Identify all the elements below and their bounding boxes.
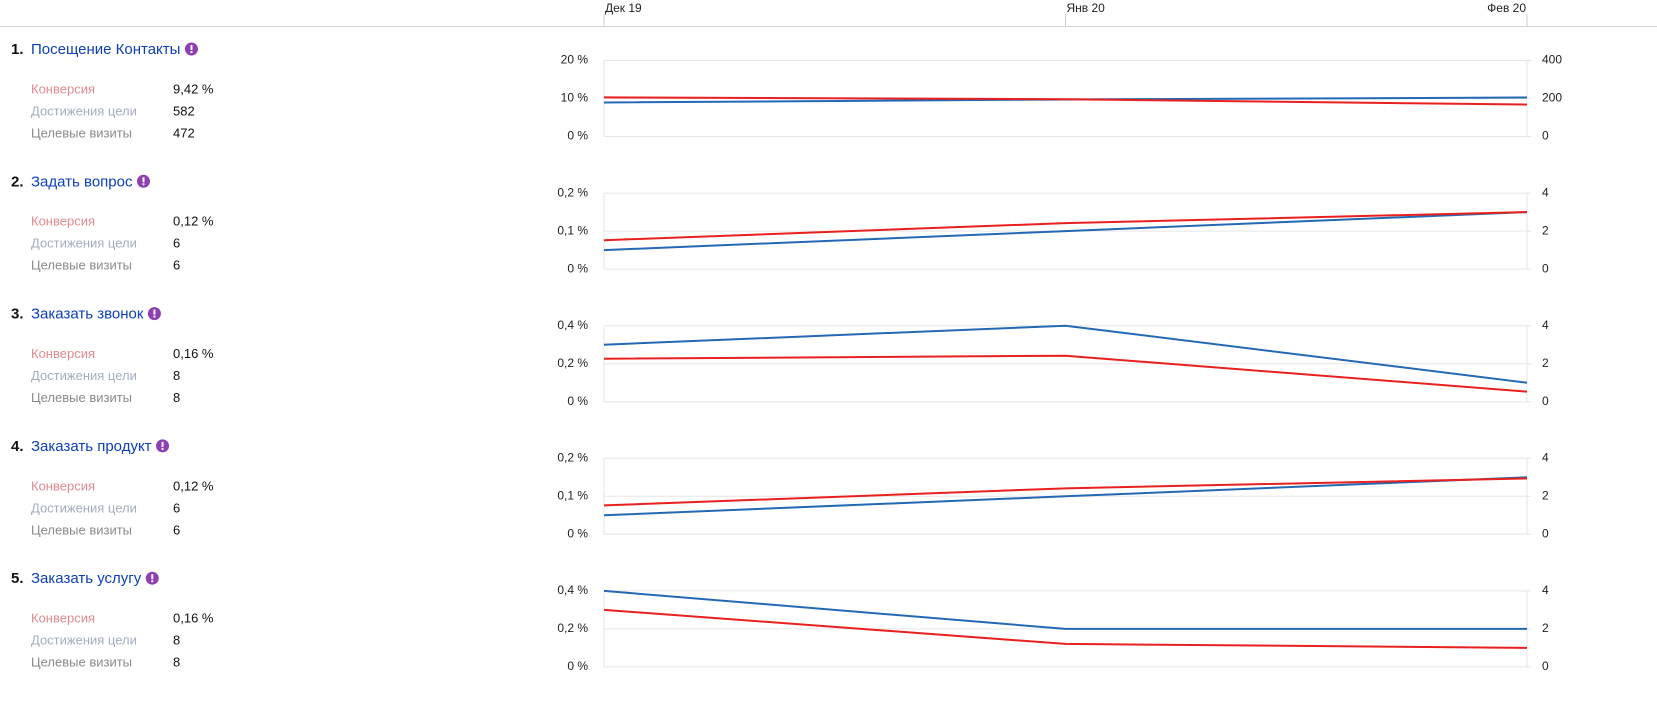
- goal-title[interactable]: Заказать звонок: [31, 306, 144, 323]
- y-tick-label: 0 %: [567, 394, 588, 408]
- metric-value: 9,42 %: [173, 81, 214, 96]
- goal-title[interactable]: Заказать продукт: [31, 438, 152, 455]
- y-tick-label: 0,1 %: [557, 223, 588, 237]
- series-line: [603, 608, 1528, 649]
- metric-label: Конверсия: [31, 346, 95, 361]
- x-tick-label: Дек 19: [605, 1, 642, 15]
- y2-tick-label: 2: [1542, 621, 1549, 635]
- y-tick-label: 0,4 %: [557, 583, 588, 597]
- goal-type-icon-mark: [190, 45, 193, 50]
- goal-number: 5.: [11, 570, 24, 587]
- y2-tick-label: 0: [1542, 261, 1549, 275]
- y2-tick-label: 4: [1542, 318, 1549, 332]
- series-line: [603, 324, 1528, 384]
- series-line: [603, 589, 1527, 630]
- goal-number: 2.: [11, 173, 24, 190]
- y2-tick-label: 4: [1542, 450, 1549, 464]
- y2-tick-label: 4: [1542, 583, 1549, 597]
- metric-value: 6: [173, 258, 180, 273]
- metric-value: 8: [173, 633, 180, 648]
- y2-tick-label: 2: [1542, 356, 1549, 370]
- metric-value: 8: [173, 655, 180, 670]
- goal-number: 3.: [11, 306, 24, 323]
- metric-label: Достижения цели: [31, 236, 137, 251]
- metric-label: Конверсия: [31, 478, 95, 493]
- y-tick-label: 0,2 %: [557, 185, 588, 199]
- metric-label: Достижения цели: [31, 633, 137, 648]
- metric-value: 6: [173, 236, 180, 251]
- goal-type-icon-mark: [151, 574, 154, 580]
- series-line: [603, 211, 1528, 242]
- metric-label: Достижения цели: [31, 368, 137, 383]
- x-tick-label: Янв 20: [1067, 1, 1106, 15]
- goal-type-icon-dot: [142, 183, 145, 186]
- y-tick-label: 0,2 %: [557, 356, 588, 370]
- y-tick-label: 0 %: [567, 261, 588, 275]
- goal-type-icon-mark: [161, 441, 164, 447]
- series-line: [603, 211, 1528, 252]
- y-tick-label: 10 %: [561, 91, 589, 105]
- goal-title[interactable]: Задать вопрос: [31, 173, 133, 190]
- goal-number: 4.: [11, 438, 24, 455]
- metric-value: 582: [173, 103, 195, 118]
- y2-tick-label: 200: [1542, 91, 1562, 105]
- metric-value: 0,12 %: [173, 478, 214, 493]
- series-line: [603, 96, 1528, 106]
- y-tick-label: 0,2 %: [557, 621, 588, 635]
- metric-label: Достижения цели: [31, 103, 137, 118]
- goal-type-icon-dot: [161, 447, 164, 450]
- metric-value: 0,16 %: [173, 346, 214, 361]
- goal-title[interactable]: Заказать услугу: [31, 570, 142, 587]
- y2-tick-label: 2: [1542, 488, 1549, 502]
- y2-tick-label: 4: [1542, 185, 1549, 199]
- x-tick-label: Фев 20: [1487, 1, 1526, 15]
- series-line: [603, 477, 1528, 507]
- metric-label: Достижения цели: [31, 500, 137, 515]
- metric-value: 8: [173, 368, 180, 383]
- goal-number: 1.: [11, 41, 24, 58]
- y2-tick-label: 0: [1542, 659, 1549, 673]
- y-tick-label: 0,4 %: [557, 318, 588, 332]
- metric-label: Целевые визиты: [31, 522, 132, 537]
- metric-value: 0,12 %: [173, 214, 214, 229]
- goal-type-icon-dot: [190, 51, 193, 53]
- goal-type-icon-dot: [151, 580, 154, 583]
- goal-type-icon-dot: [153, 315, 156, 318]
- y-tick-label: 0,2 %: [557, 450, 588, 464]
- metric-label: Конверсия: [31, 81, 95, 96]
- y-tick-label: 20 %: [561, 53, 589, 67]
- metric-label: Конверсия: [31, 611, 95, 626]
- metric-label: Целевые визиты: [31, 125, 132, 140]
- y2-tick-label: 0: [1542, 526, 1549, 540]
- metric-label: Целевые визиты: [31, 390, 132, 405]
- y-tick-label: 0 %: [567, 526, 588, 540]
- metric-value: 472: [173, 125, 195, 140]
- y-tick-label: 0 %: [567, 129, 588, 143]
- y2-tick-label: 0: [1542, 129, 1549, 143]
- metric-label: Целевые визиты: [31, 258, 132, 273]
- metric-label: Конверсия: [31, 214, 95, 229]
- y-tick-label: 0,1 %: [557, 488, 588, 502]
- metric-value: 6: [173, 522, 180, 537]
- metric-value: 6: [173, 500, 180, 515]
- metric-value: 0,16 %: [173, 611, 214, 626]
- goal-title[interactable]: Посещение Контакты: [31, 41, 180, 58]
- y2-tick-label: 2: [1542, 223, 1549, 237]
- goal-type-icon-mark: [153, 309, 156, 315]
- metric-label: Целевые визиты: [31, 655, 132, 670]
- y-tick-label: 0 %: [567, 659, 588, 673]
- series-line: [603, 354, 1528, 393]
- metric-value: 8: [173, 390, 180, 405]
- goal-type-icon-mark: [142, 177, 145, 183]
- series-line: [603, 476, 1528, 517]
- y2-tick-label: 0: [1542, 394, 1549, 408]
- y2-tick-label: 400: [1542, 53, 1562, 67]
